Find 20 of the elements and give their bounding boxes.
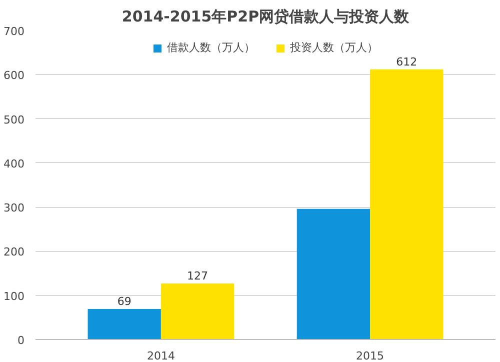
data-label: 127 (187, 269, 208, 282)
bar (160, 283, 234, 340)
data-label: 69 (117, 295, 132, 308)
y-tick-label: 100 (4, 290, 25, 303)
x-tick-label: 2014 (146, 350, 175, 362)
chart-title: 2014-2015年P2P网贷借款人与投资人数 (122, 8, 410, 26)
y-tick-label: 200 (4, 246, 25, 259)
y-tick-label: 700 (4, 25, 25, 38)
y-tick-label: 600 (4, 69, 25, 82)
bar (296, 208, 370, 340)
legend-label: 借款人数（万人） (167, 40, 255, 55)
data-label: 612 (396, 55, 418, 68)
y-tick-label: 300 (4, 202, 25, 215)
y-tick-label: 400 (4, 157, 25, 170)
y-tick-label: 500 (4, 113, 25, 126)
y-tick-label: 0 (18, 334, 24, 347)
bar (370, 69, 444, 340)
legend-label: 投资人数（万人） (290, 40, 378, 55)
bar (88, 309, 161, 340)
x-tick-label: 2015 (356, 350, 384, 362)
